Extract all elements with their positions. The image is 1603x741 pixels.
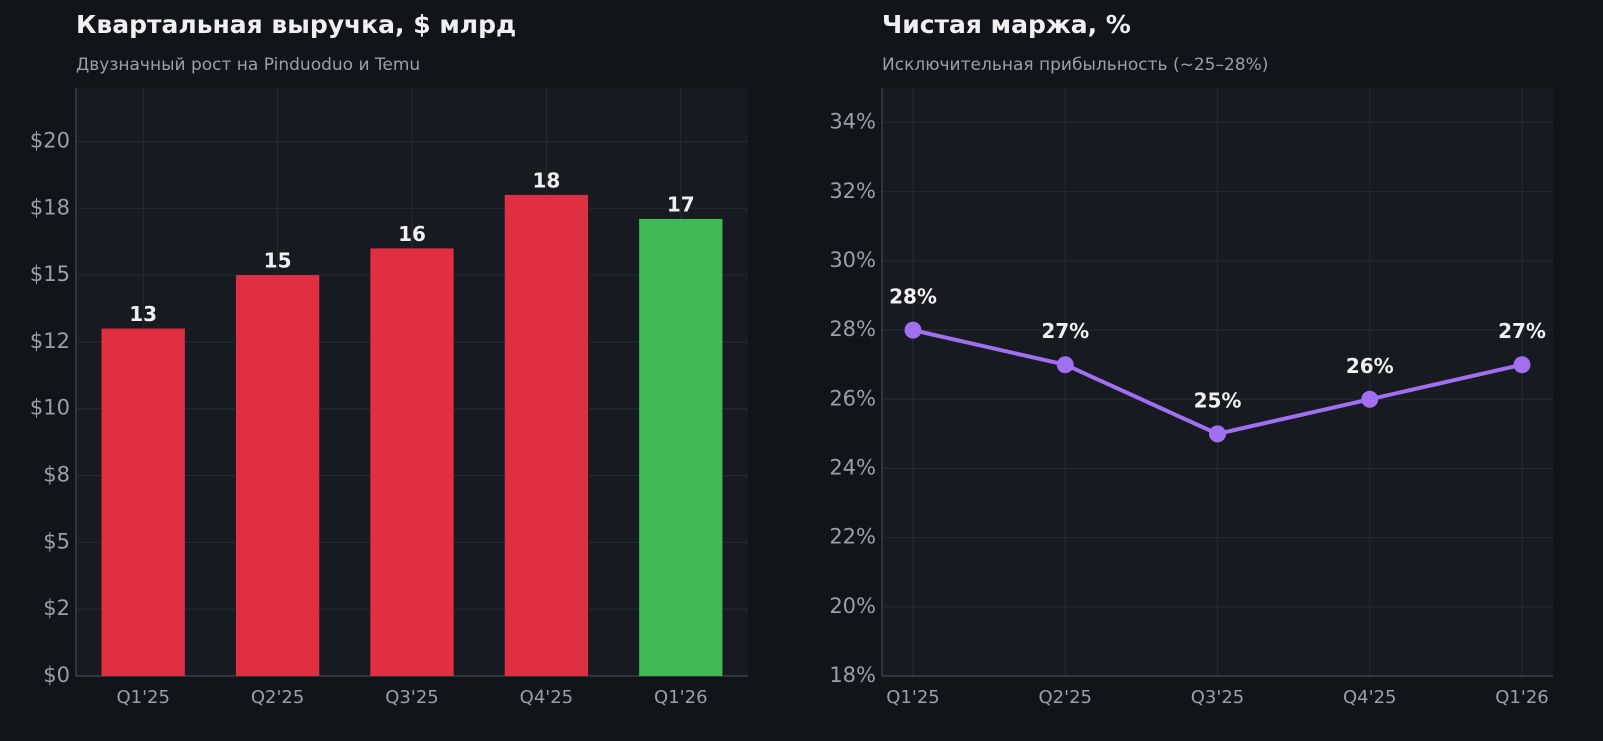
- y-tick-label: 32%: [829, 179, 876, 203]
- chart-subtitle: Двузначный рост на Pinduoduo и Temu: [76, 55, 420, 75]
- y-tick-label: 22%: [829, 525, 876, 549]
- y-tick-label: $15: [30, 262, 70, 286]
- point: [1209, 425, 1226, 443]
- value-label: 25%: [1194, 388, 1242, 412]
- point: [1361, 390, 1379, 408]
- x-tick-label: Q1'25: [116, 687, 169, 708]
- x-tick-label: Q1'25: [886, 687, 939, 708]
- value-label: 16: [398, 222, 426, 246]
- y-tick-label: $5: [43, 529, 70, 553]
- value-label: 17: [667, 192, 695, 216]
- y-tick-label: $2: [43, 596, 70, 620]
- y-tick-label: 34%: [829, 110, 876, 134]
- bar: [639, 218, 723, 677]
- chart-title: Чистая маржа, %: [882, 10, 1131, 39]
- value-label: 28%: [889, 285, 937, 309]
- value-label: 27%: [1498, 319, 1546, 343]
- y-tick-label: 20%: [829, 594, 876, 618]
- x-tick-label: Q1'26: [654, 687, 707, 708]
- bar: [370, 248, 454, 676]
- x-tick-label: Q4'25: [520, 687, 573, 708]
- x-tick-label: Q2'25: [251, 687, 304, 708]
- bar: [101, 328, 185, 676]
- value-label: 18: [532, 168, 560, 192]
- chart-subtitle: Исключительная прибыльность (~25–28%): [882, 55, 1268, 75]
- bar: [235, 275, 320, 676]
- point: [1513, 356, 1531, 374]
- x-tick-label: Q3'25: [1191, 687, 1244, 708]
- y-tick-label: 28%: [829, 317, 876, 341]
- y-tick-label: 24%: [829, 455, 876, 479]
- value-label: 13: [129, 302, 157, 326]
- x-tick-label: Q1'26: [1495, 687, 1548, 708]
- chart-title: Квартальная выручка, $ млрд: [76, 10, 516, 39]
- x-tick-label: Q4'25: [1343, 687, 1396, 708]
- point: [1056, 356, 1074, 374]
- x-tick-label: Q2'25: [1039, 687, 1092, 708]
- y-tick-label: $8: [43, 463, 70, 487]
- bar: [504, 194, 589, 676]
- value-label: 27%: [1041, 319, 1089, 343]
- y-tick-label: $12: [30, 329, 70, 353]
- point: [904, 321, 922, 339]
- y-tick-label: $20: [30, 128, 70, 152]
- y-tick-label: 26%: [829, 386, 876, 410]
- x-tick-label: Q3'25: [385, 687, 438, 708]
- y-tick-label: 18%: [829, 663, 876, 687]
- value-label: 15: [264, 249, 292, 273]
- y-tick-label: 30%: [829, 248, 876, 272]
- y-tick-label: $0: [43, 663, 70, 687]
- y-tick-label: $10: [30, 396, 70, 420]
- y-tick-label: $18: [30, 195, 70, 219]
- value-label: 26%: [1346, 354, 1394, 378]
